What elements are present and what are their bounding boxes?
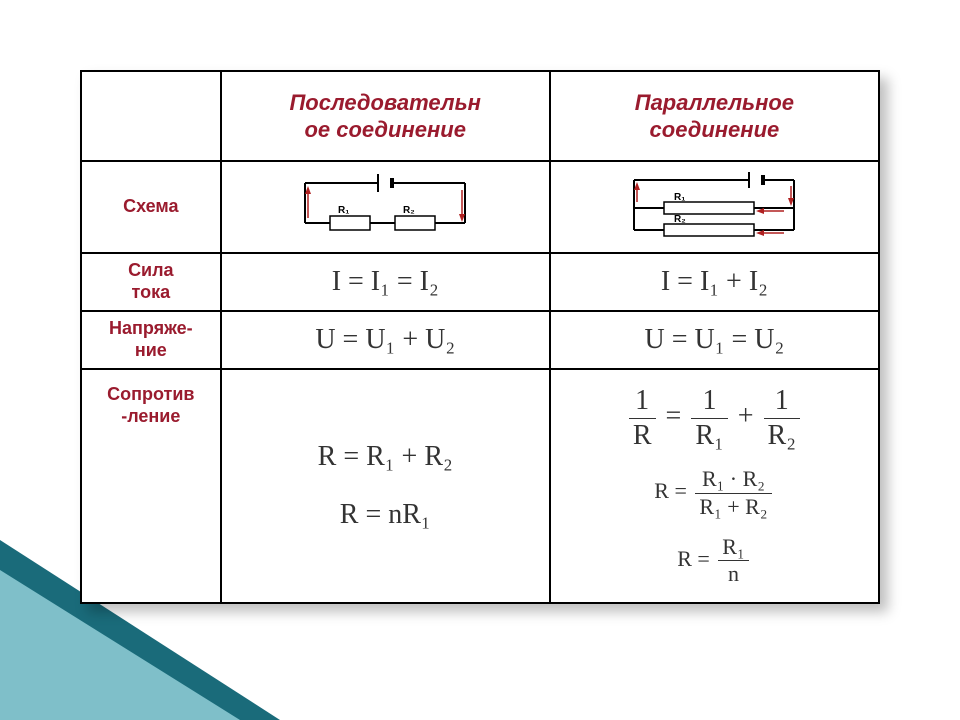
row-resistance: Сопротив-ление R = R₁ + R₂ R = nR₁ 1R = … bbox=[81, 369, 879, 603]
label-schema: Схема bbox=[81, 161, 221, 253]
header-row: Последовательное соединение Параллельное… bbox=[81, 71, 879, 161]
parallel-circuit-icon: R₁ R₂ bbox=[604, 168, 824, 246]
parallel-resist-3: R = R₁n bbox=[555, 534, 874, 588]
comparison-table: Последовательное соединение Параллельное… bbox=[80, 70, 880, 604]
row-current: Силатока I = I₁ = I₂ I = I₁ + I₂ bbox=[81, 253, 879, 311]
row-schema: Схема R₁ R₂ bbox=[81, 161, 879, 253]
series-resist-1: R = R₁ + R₂ bbox=[226, 440, 545, 474]
label-R1-par: R₁ bbox=[674, 192, 685, 203]
header-blank bbox=[81, 71, 221, 161]
series-circuit-icon: R₁ R₂ bbox=[275, 168, 495, 246]
label-R1: R₁ bbox=[338, 205, 349, 216]
header-series: Последовательное соединение bbox=[221, 71, 550, 161]
schema-parallel-cell: R₁ R₂ bbox=[550, 161, 879, 253]
label-voltage: Напряже-ние bbox=[81, 311, 221, 369]
parallel-resist-2: R = R₁ · R₂R₁ + R₂ bbox=[555, 466, 874, 520]
label-resistance: Сопротив-ление bbox=[81, 369, 221, 603]
label-R2: R₂ bbox=[403, 205, 415, 216]
header-parallel: Параллельноесоединение bbox=[550, 71, 879, 161]
series-resist-2: R = nR₁ bbox=[226, 498, 545, 532]
series-voltage: U = U₁ + U₂ bbox=[221, 311, 550, 369]
series-current: I = I₁ = I₂ bbox=[221, 253, 550, 311]
row-voltage: Напряже-ние U = U₁ + U₂ U = U₁ = U₂ bbox=[81, 311, 879, 369]
label-R2-par: R₂ bbox=[674, 214, 686, 225]
parallel-resist-frac: 1R = 1R₁ + 1R₂ bbox=[555, 384, 874, 452]
parallel-resistance: 1R = 1R₁ + 1R₂ R = R₁ · R₂R₁ + R₂ R = R₁… bbox=[550, 369, 879, 603]
parallel-voltage: U = U₁ = U₂ bbox=[550, 311, 879, 369]
parallel-current: I = I₁ + I₂ bbox=[550, 253, 879, 311]
schema-series-cell: R₁ R₂ bbox=[221, 161, 550, 253]
label-current: Силатока bbox=[81, 253, 221, 311]
series-resistance: R = R₁ + R₂ R = nR₁ bbox=[221, 369, 550, 603]
